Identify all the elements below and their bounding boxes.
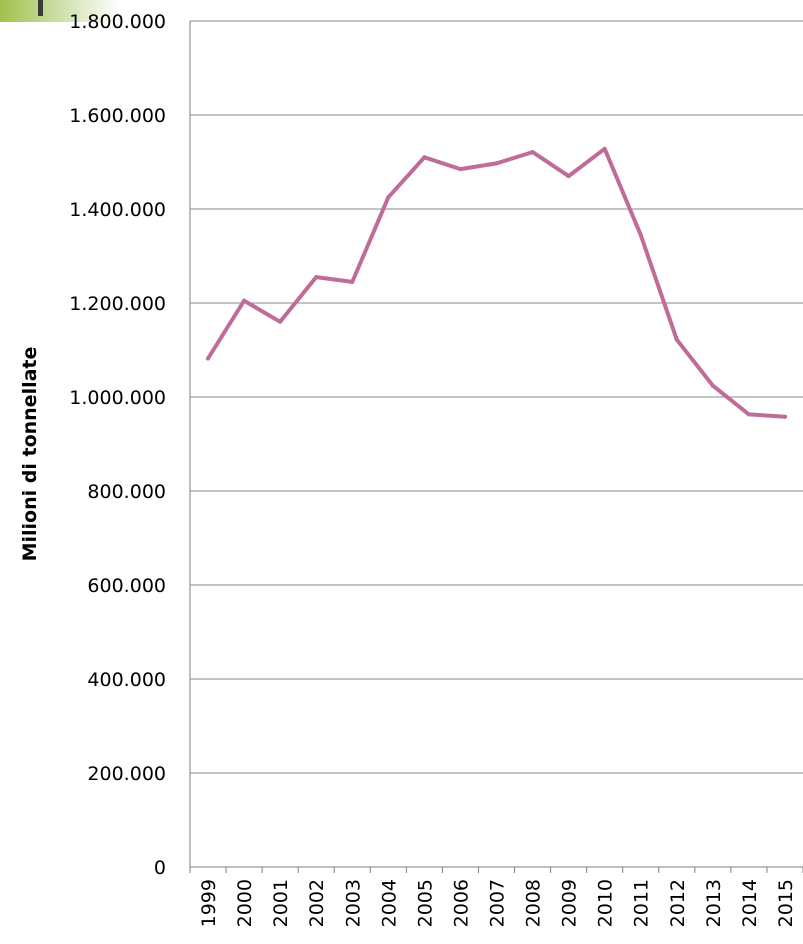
x-tick-label: 2009 — [559, 879, 581, 927]
x-tick-label: 2001 — [270, 879, 292, 927]
y-axis-title: Milioni di tonnellate — [19, 347, 41, 562]
data-point — [710, 383, 715, 388]
data-point — [530, 150, 535, 155]
data-point — [458, 167, 463, 172]
data-point — [278, 319, 283, 324]
y-tick-label: 1.000.000 — [69, 387, 166, 409]
x-tick-label: 2015 — [775, 879, 797, 927]
data-point — [746, 412, 751, 417]
x-tick-label: 2005 — [414, 879, 436, 927]
x-tick-label: 2004 — [378, 879, 400, 927]
x-tick-label: 2007 — [487, 879, 509, 927]
data-point — [638, 232, 643, 237]
series-line — [206, 146, 787, 419]
x-tick-label: 2014 — [739, 879, 761, 927]
x-axis-tick-labels: 1999 2000 2001 2002 2003 2004 2005 2006 2007 2008… — [198, 879, 797, 927]
data-point — [314, 275, 319, 280]
y-axis-tick-labels: 0 200.000 400.000 600.000 800.000 1.000.000 1.… — [69, 11, 166, 879]
data-point — [242, 298, 247, 303]
x-tick-label: 2012 — [667, 879, 689, 927]
data-point — [602, 146, 607, 151]
corner-marker — [38, 0, 43, 16]
x-tick-label: 2006 — [450, 879, 472, 927]
data-point — [782, 414, 787, 419]
data-point — [422, 155, 427, 160]
y-tick-label: 400.000 — [87, 669, 166, 691]
x-tick-label: 2002 — [306, 879, 328, 927]
y-tick-label: 0 — [154, 857, 166, 879]
y-tick-label: 1.600.000 — [69, 105, 166, 127]
y-tick-label: 600.000 — [87, 575, 166, 597]
x-tick-label: 2013 — [703, 879, 725, 927]
data-point — [206, 356, 211, 361]
x-tick-label: 1999 — [198, 879, 220, 927]
x-tick-label: 2008 — [523, 879, 545, 927]
y-tick-label: 1.400.000 — [69, 199, 166, 221]
data-point — [566, 174, 571, 179]
data-point — [350, 279, 355, 284]
x-tick-label: 2003 — [342, 879, 364, 927]
x-tick-label: 2000 — [234, 879, 256, 927]
y-tick-label: 800.000 — [87, 481, 166, 503]
gridlines — [190, 20, 803, 774]
axes — [189, 21, 803, 873]
y-tick-label: 1.200.000 — [69, 293, 166, 315]
x-tick-label: 2011 — [631, 879, 653, 927]
y-tick-label: 200.000 — [87, 763, 166, 785]
data-point — [386, 195, 391, 200]
corner-decoration — [0, 0, 120, 22]
series-lines — [206, 146, 787, 419]
y-tick-label: 1.800.000 — [69, 11, 166, 33]
data-point — [674, 337, 679, 342]
data-point — [494, 161, 499, 166]
x-tick-label: 2010 — [595, 879, 617, 927]
